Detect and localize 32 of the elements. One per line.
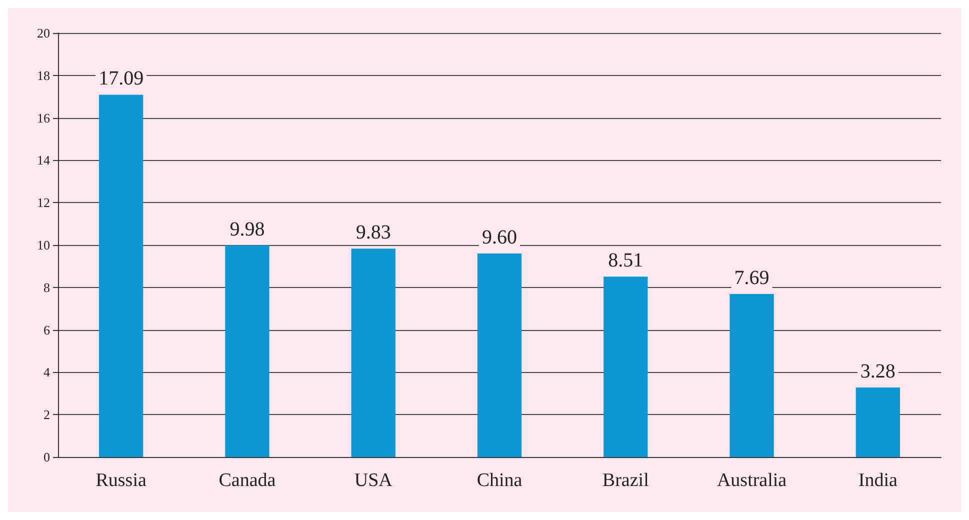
y-tick-label: 18 xyxy=(37,68,50,83)
bar xyxy=(604,276,648,457)
y-tick-label: 10 xyxy=(37,238,50,252)
x-tick-label: Russia xyxy=(96,470,147,491)
bar xyxy=(98,94,144,457)
y-tick-label: 8 xyxy=(44,280,50,295)
bar xyxy=(351,248,396,457)
data-label: 7.69 xyxy=(734,266,770,289)
x-tick-label: USA xyxy=(354,470,393,491)
data-label: 3.28 xyxy=(860,360,896,382)
bar xyxy=(730,294,774,457)
y-tick-label: 16 xyxy=(37,110,50,126)
data-label: 8.51 xyxy=(608,250,644,272)
bar xyxy=(856,387,900,457)
y-tick-label: 12 xyxy=(37,195,50,210)
x-tick-label: Brazil xyxy=(602,470,649,491)
y-tick-label: 14 xyxy=(37,152,50,168)
y-tick-label: 20 xyxy=(37,26,50,40)
y-tick-label: 4 xyxy=(44,364,50,380)
bar xyxy=(477,253,522,457)
y-tick-label: 6 xyxy=(44,322,50,338)
data-label: 9.60 xyxy=(482,226,517,248)
data-label: 9.98 xyxy=(230,218,265,240)
x-tick-label: Canada xyxy=(218,470,276,491)
bar xyxy=(225,245,270,457)
x-tick-label: Australia xyxy=(716,470,788,491)
y-tick-label: 0 xyxy=(44,450,50,464)
x-tick-label: China xyxy=(476,470,523,491)
data-label: 9.83 xyxy=(356,222,391,244)
x-tick-label: India xyxy=(858,470,898,491)
data-label: 17.09 xyxy=(98,68,144,90)
y-tick-label: 2 xyxy=(44,407,50,422)
